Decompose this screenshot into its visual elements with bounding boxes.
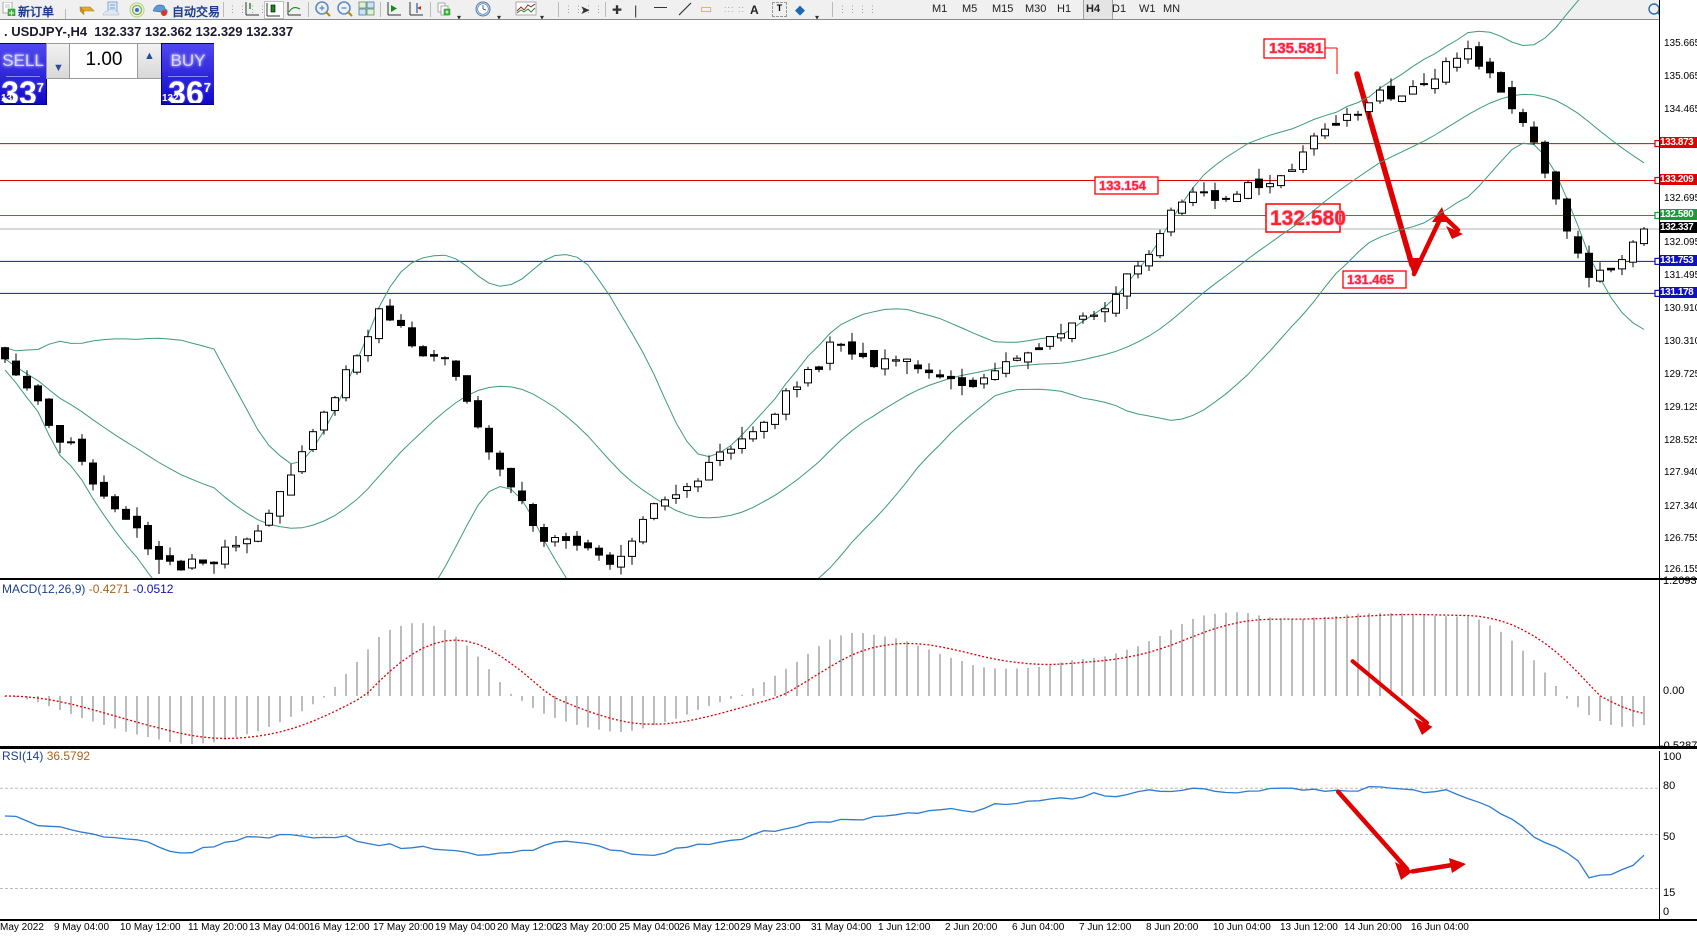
svg-text:135.581: 135.581: [1269, 40, 1323, 57]
svg-text:131.465: 131.465: [1347, 272, 1394, 287]
svg-text:132.580: 132.580: [1270, 207, 1346, 230]
svg-text:133.154: 133.154: [1099, 178, 1147, 193]
